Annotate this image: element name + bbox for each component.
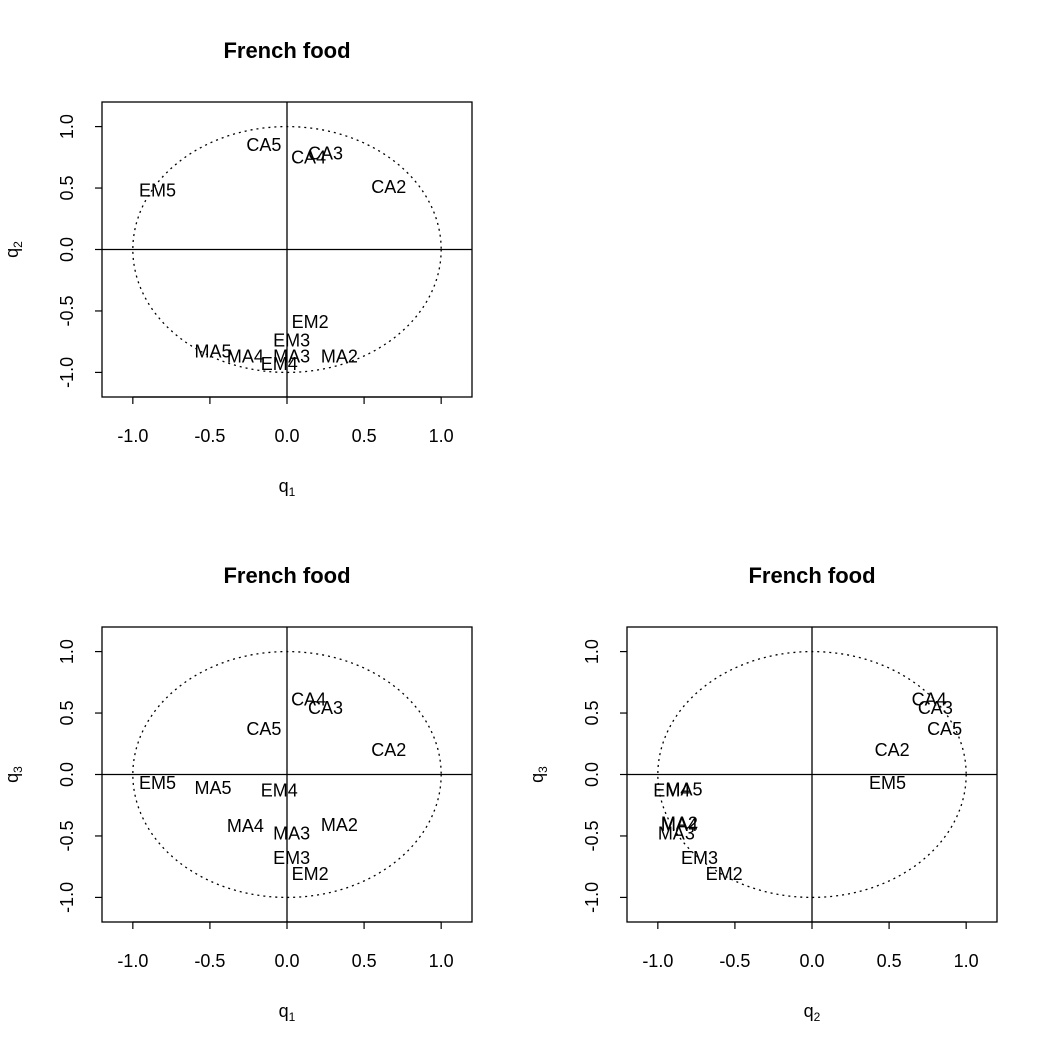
x-tick-label: 0.0 <box>274 426 299 446</box>
point-label-ca2: CA2 <box>875 740 910 760</box>
point-label-ma2: MA2 <box>321 815 358 835</box>
chart-panel-2: French food -1.0 -0.5 0.0 0.5 1.0 -1.0 -0.5 0.0 0… <box>2 563 473 1024</box>
x-tick-label: 0.0 <box>274 951 299 971</box>
y-tick-label: -0.5 <box>582 820 602 851</box>
chart-title: French food <box>223 563 350 588</box>
point-label-ma4: MA4 <box>661 815 698 835</box>
point-label-em2: EM2 <box>292 864 329 884</box>
x-tick-label: 0.5 <box>352 426 377 446</box>
point-label-ma5: MA5 <box>194 778 231 798</box>
point-label-ca3: CA3 <box>308 144 343 164</box>
y-tick-label: 0.0 <box>57 237 77 262</box>
point-label-ca2: CA2 <box>371 740 406 760</box>
point-label-em5: EM5 <box>869 773 906 793</box>
point-label-ma2: MA2 <box>661 814 698 834</box>
point-label-ma4: MA4 <box>227 816 264 836</box>
chart-panel-3: French food -1.0 -0.5 0.0 0.5 1.0 -1.0 -0.5 0.0 0… <box>527 563 998 1024</box>
x-tick-label: -1.0 <box>117 951 148 971</box>
point-label-ma4: MA4 <box>227 346 264 366</box>
point-label-em4: EM4 <box>653 780 690 800</box>
y-axis-label: q3 <box>2 766 25 783</box>
y-tick-label: 0.5 <box>57 176 77 201</box>
x-tick-label: -0.5 <box>194 426 225 446</box>
point-label-ca5: CA5 <box>927 719 962 739</box>
x-tick-label: 1.0 <box>429 426 454 446</box>
point-label-ca3: CA3 <box>308 698 343 718</box>
y-tick-label: 1.0 <box>57 639 77 664</box>
point-label-ca5: CA5 <box>246 719 281 739</box>
chart-panel-1: French food -1.0 -0.5 0.0 0.5 1.0 -1.0 -0.5 0.0 0… <box>2 38 473 499</box>
point-label-ca4: CA4 <box>291 690 326 710</box>
y-tick-label: -0.5 <box>57 820 77 851</box>
y-tick-label: -1.0 <box>582 882 602 913</box>
point-label-em5: EM5 <box>139 773 176 793</box>
y-tick-label: 1.0 <box>582 639 602 664</box>
point-label-em3: EM3 <box>273 330 310 350</box>
y-axis-label: q2 <box>2 241 25 258</box>
point-label-ma3: MA3 <box>273 824 310 844</box>
point-label-ca2: CA2 <box>371 177 406 197</box>
point-label-em3: EM3 <box>681 848 718 868</box>
point-label-ma5: MA5 <box>666 779 703 799</box>
point-label-ca4: CA4 <box>912 690 947 710</box>
x-tick-label: 0.5 <box>352 951 377 971</box>
x-axis-label: q1 <box>279 1001 296 1024</box>
y-axis-label: q3 <box>527 766 550 783</box>
x-tick-label: -1.0 <box>642 951 673 971</box>
x-tick-label: 0.0 <box>799 951 824 971</box>
point-label-em2: EM2 <box>292 312 329 332</box>
point-label-em2: EM2 <box>706 864 743 884</box>
x-axis-label: q2 <box>804 1001 821 1024</box>
chart-title: French food <box>748 563 875 588</box>
chart-title: French food <box>223 38 350 63</box>
point-label-ca3: CA3 <box>918 698 953 718</box>
y-tick-label: -1.0 <box>57 882 77 913</box>
point-label-ca4: CA4 <box>291 147 326 167</box>
point-label-ca5: CA5 <box>246 135 281 155</box>
point-label-em3: EM3 <box>273 848 310 868</box>
x-tick-label: 0.5 <box>877 951 902 971</box>
x-axis-label: q1 <box>279 476 296 499</box>
x-tick-label: -0.5 <box>194 951 225 971</box>
y-tick-label: 0.0 <box>582 762 602 787</box>
x-tick-label: 1.0 <box>429 951 454 971</box>
point-label-ma5: MA5 <box>194 342 231 362</box>
y-tick-label: 0.5 <box>57 701 77 726</box>
point-label-em5: EM5 <box>139 181 176 201</box>
point-label-ma3: MA3 <box>273 346 310 366</box>
point-label-ma3: MA3 <box>658 824 695 844</box>
point-label-em4: EM4 <box>261 354 298 374</box>
unit-circle <box>132 650 442 899</box>
unit-circle <box>657 650 967 899</box>
unit-circle <box>132 125 442 374</box>
x-tick-label: 1.0 <box>954 951 979 971</box>
point-label-ma2: MA2 <box>321 346 358 366</box>
y-tick-label: 0.0 <box>57 762 77 787</box>
y-tick-label: 0.5 <box>582 701 602 726</box>
x-tick-label: -0.5 <box>719 951 750 971</box>
y-tick-label: 1.0 <box>57 114 77 139</box>
x-tick-label: -1.0 <box>117 426 148 446</box>
y-tick-label: -0.5 <box>57 295 77 326</box>
y-tick-label: -1.0 <box>57 357 77 388</box>
point-label-em4: EM4 <box>261 780 298 800</box>
